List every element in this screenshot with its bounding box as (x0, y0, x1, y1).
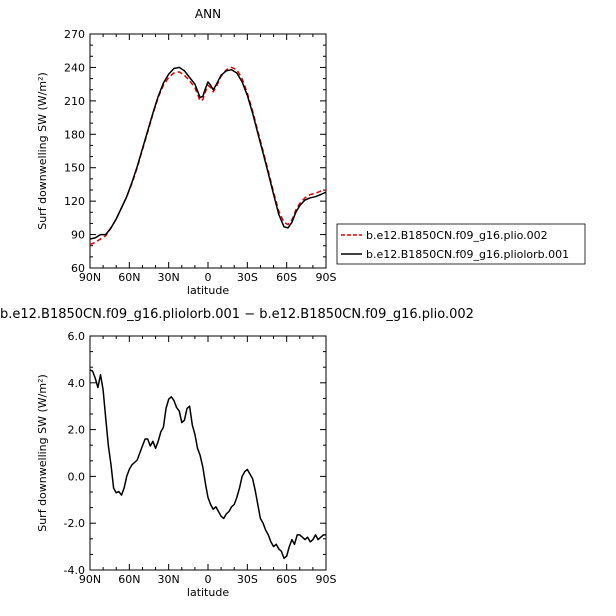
x-tick-label: 60N (118, 573, 140, 586)
x-tick-label: 90N (79, 271, 101, 284)
y-tick-label: 150 (64, 162, 85, 175)
x-axis-label: latitude (187, 586, 229, 599)
legend: b.e12.B1850CN.f09_g16.plio.002 b.e12.B185… (336, 223, 586, 265)
y-tick-label: 180 (64, 128, 85, 141)
x-tick-label: 90S (316, 573, 337, 586)
x-tick-label: 90N (79, 573, 101, 586)
chart-title: b.e12.B1850CN.f09_g16.pliolorb.001 − b.e… (0, 307, 474, 322)
plot-frame (89, 33, 327, 269)
y-tick-label: 6.0 (68, 330, 86, 343)
y-tick-label: 0.0 (68, 470, 86, 483)
y-tick-label: 4.0 (68, 377, 86, 390)
plot-frame (89, 335, 327, 571)
legend-label-0: b.e12.B1850CN.f09_g16.plio.002 (366, 229, 548, 242)
y-tick-label: 90 (71, 229, 85, 242)
x-tick-label: 30S (237, 573, 258, 586)
bottom-panel: b.e12.B1850CN.f09_g16.pliolorb.001 − b.e… (0, 307, 474, 599)
y-tick-label: 210 (64, 95, 85, 108)
x-tick-label: 0 (205, 573, 212, 586)
y-tick-label: 60 (71, 262, 85, 275)
x-tick-label: 30N (158, 271, 180, 284)
x-axis-label: latitude (187, 284, 229, 297)
x-tick-label: 60S (276, 271, 297, 284)
x-tick-label: 60S (276, 573, 297, 586)
x-tick-label: 60N (118, 271, 140, 284)
legend-label-1: b.e12.B1850CN.f09_g16.pliolorb.001 (366, 248, 569, 261)
y-tick-label: 240 (64, 61, 85, 74)
series-line-0 (89, 66, 327, 246)
series-line-0 (89, 369, 326, 560)
legend-box (336, 223, 586, 265)
y-tick-label: 120 (64, 195, 85, 208)
x-tick-label: 0 (205, 271, 212, 284)
y-tick-label: -2.0 (64, 517, 85, 530)
chart-title: ANN (195, 7, 221, 21)
y-tick-label: 270 (64, 28, 85, 41)
y-tick-label: -4.0 (64, 564, 85, 577)
x-tick-label: 30S (237, 271, 258, 284)
x-tick-label: 90S (316, 271, 337, 284)
y-axis-label: Surf downwelling SW (W/m²) (36, 374, 49, 532)
y-axis-label: Surf downwelling SW (W/m²) (36, 72, 49, 230)
y-tick-label: 2.0 (68, 424, 86, 437)
series-line-1 (89, 66, 327, 240)
top-panel: ANN 90N 60N 30N 0 30S 60S 90S 60 90 120 150 180 210 24… (36, 7, 586, 297)
x-tick-label: 30N (158, 573, 180, 586)
